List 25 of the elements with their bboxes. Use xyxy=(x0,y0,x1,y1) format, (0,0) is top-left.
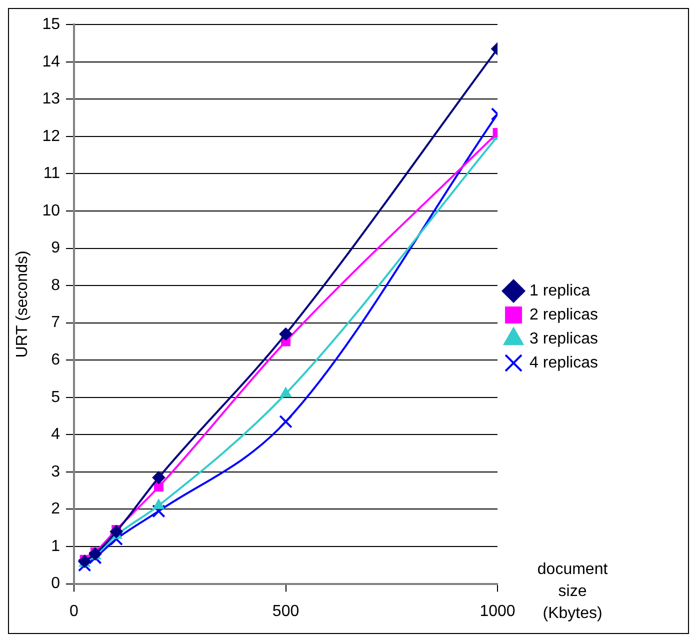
legend-label: 3 replicas xyxy=(530,330,598,348)
x-tick-label: 500 xyxy=(272,602,300,620)
x-tick-label: 0 xyxy=(70,602,79,620)
y-tick-label: 7 xyxy=(51,314,60,332)
y-tick-label: 13 xyxy=(42,90,60,108)
y-tick-label: 4 xyxy=(51,426,60,444)
x-tick-label: 1000 xyxy=(480,602,516,620)
y-axis-title: URT (seconds) xyxy=(14,250,32,358)
y-tick-label: 1 xyxy=(51,538,60,555)
y-tick-label: 8 xyxy=(51,276,60,294)
y-tick-label: 2 xyxy=(51,500,60,518)
y-tick-label: 3 xyxy=(51,463,60,480)
y-tick-label: 12 xyxy=(42,128,60,145)
y-tick-label: 15 xyxy=(42,16,60,34)
y-tick-label: 0 xyxy=(51,575,60,592)
y-tick-label: 14 xyxy=(42,53,60,70)
y-tick-label: 6 xyxy=(51,352,60,369)
y-tick-label: 11 xyxy=(43,165,60,182)
y-tick-label: 10 xyxy=(42,202,60,220)
legend-label: 4 replicas xyxy=(530,354,598,372)
legend-label: 1 replica xyxy=(530,282,590,300)
legend-label: 2 replicas xyxy=(530,306,598,324)
y-tick-label: 5 xyxy=(51,388,60,406)
y-tick-label: 9 xyxy=(51,240,60,257)
x-axis-title: document size (Kbytes) xyxy=(537,561,608,622)
